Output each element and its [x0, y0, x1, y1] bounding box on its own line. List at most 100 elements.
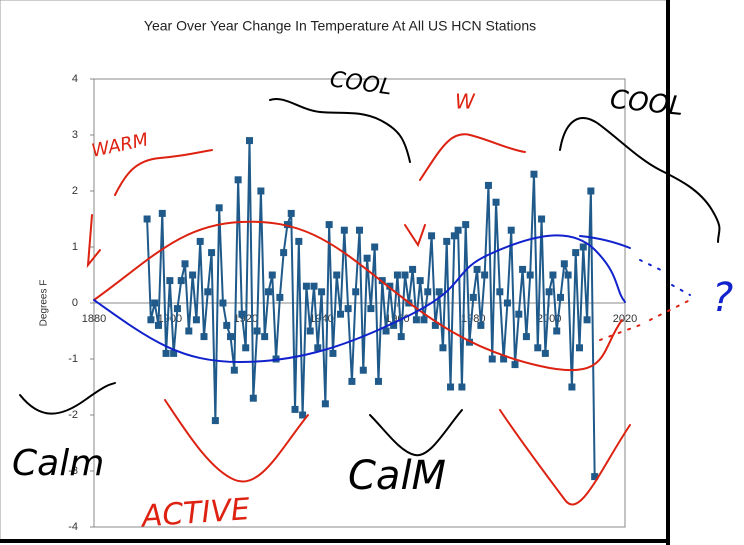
point [568, 383, 576, 391]
x-tick-label: 1960 [385, 313, 409, 325]
point [492, 198, 500, 206]
point [348, 377, 356, 385]
y-tick-label: -2 [68, 409, 78, 421]
point [575, 344, 583, 352]
point [192, 316, 200, 324]
point [306, 327, 314, 335]
point [526, 271, 534, 279]
point [219, 299, 227, 307]
point [515, 310, 523, 318]
point [234, 176, 242, 184]
point [587, 187, 595, 195]
point [374, 377, 382, 385]
point [530, 170, 538, 178]
point [488, 355, 496, 363]
y-tick-label: -3 [68, 465, 78, 477]
point [591, 473, 599, 481]
point [371, 243, 379, 251]
hand-note: W [455, 90, 476, 114]
point [268, 271, 276, 279]
point [382, 327, 390, 335]
point [367, 305, 375, 313]
point [204, 288, 212, 296]
chart-frame [0, 0, 669, 541]
point [325, 221, 333, 229]
point [583, 316, 591, 324]
hand-curve [93, 220, 623, 372]
y-tick-label: -1 [68, 353, 78, 365]
point [356, 226, 363, 234]
point [507, 226, 515, 234]
point [477, 321, 485, 329]
point [302, 282, 310, 290]
point [337, 310, 345, 318]
point [151, 299, 159, 307]
x-tick-label: 2020 [613, 313, 637, 325]
point [572, 249, 580, 257]
point [500, 355, 508, 363]
point [143, 215, 151, 223]
chart-title: Year Over Year Change In Temperature At … [144, 18, 536, 34]
point [431, 321, 439, 329]
point [200, 333, 208, 341]
point [397, 333, 405, 341]
point [462, 221, 470, 229]
point [344, 305, 352, 313]
hand-note: CalM [348, 453, 446, 499]
point [238, 310, 246, 318]
y-tick-label: 0 [72, 297, 78, 309]
point [443, 237, 451, 245]
point [170, 349, 178, 357]
point [280, 249, 288, 257]
point [454, 226, 462, 234]
y-tick-label: 4 [72, 73, 78, 85]
point [321, 400, 329, 408]
point [185, 327, 193, 335]
point [340, 226, 348, 234]
point [242, 344, 250, 352]
hand-stroke [114, 149, 213, 196]
point [557, 293, 565, 301]
hand-curve [579, 235, 631, 249]
point [314, 344, 322, 352]
point [196, 237, 204, 245]
point [208, 249, 216, 257]
point [545, 288, 553, 296]
y-tick-label: 1 [72, 241, 78, 253]
point [428, 232, 436, 240]
hand-arrow [404, 224, 426, 248]
point [390, 321, 398, 329]
point [522, 333, 530, 341]
point [541, 349, 549, 357]
point [166, 277, 174, 285]
point [189, 271, 197, 279]
point [401, 271, 409, 279]
hand-curve [93, 234, 626, 364]
point [147, 316, 155, 324]
point [295, 237, 303, 245]
hand-dots [599, 299, 691, 341]
hand-note: ? [712, 275, 733, 321]
point [450, 232, 458, 240]
point [424, 288, 432, 296]
point [439, 344, 447, 352]
point [534, 344, 542, 352]
point [435, 288, 443, 296]
point [291, 405, 299, 413]
point [420, 316, 428, 324]
point [215, 204, 223, 212]
hand-note: Calm [12, 443, 104, 484]
point [553, 327, 561, 335]
point [458, 383, 466, 391]
point [519, 265, 527, 273]
point [177, 277, 185, 285]
hand-stroke [559, 117, 721, 243]
point [261, 333, 269, 341]
point [162, 349, 170, 357]
point [283, 221, 291, 229]
hand-stroke [164, 399, 309, 483]
point [393, 271, 401, 279]
